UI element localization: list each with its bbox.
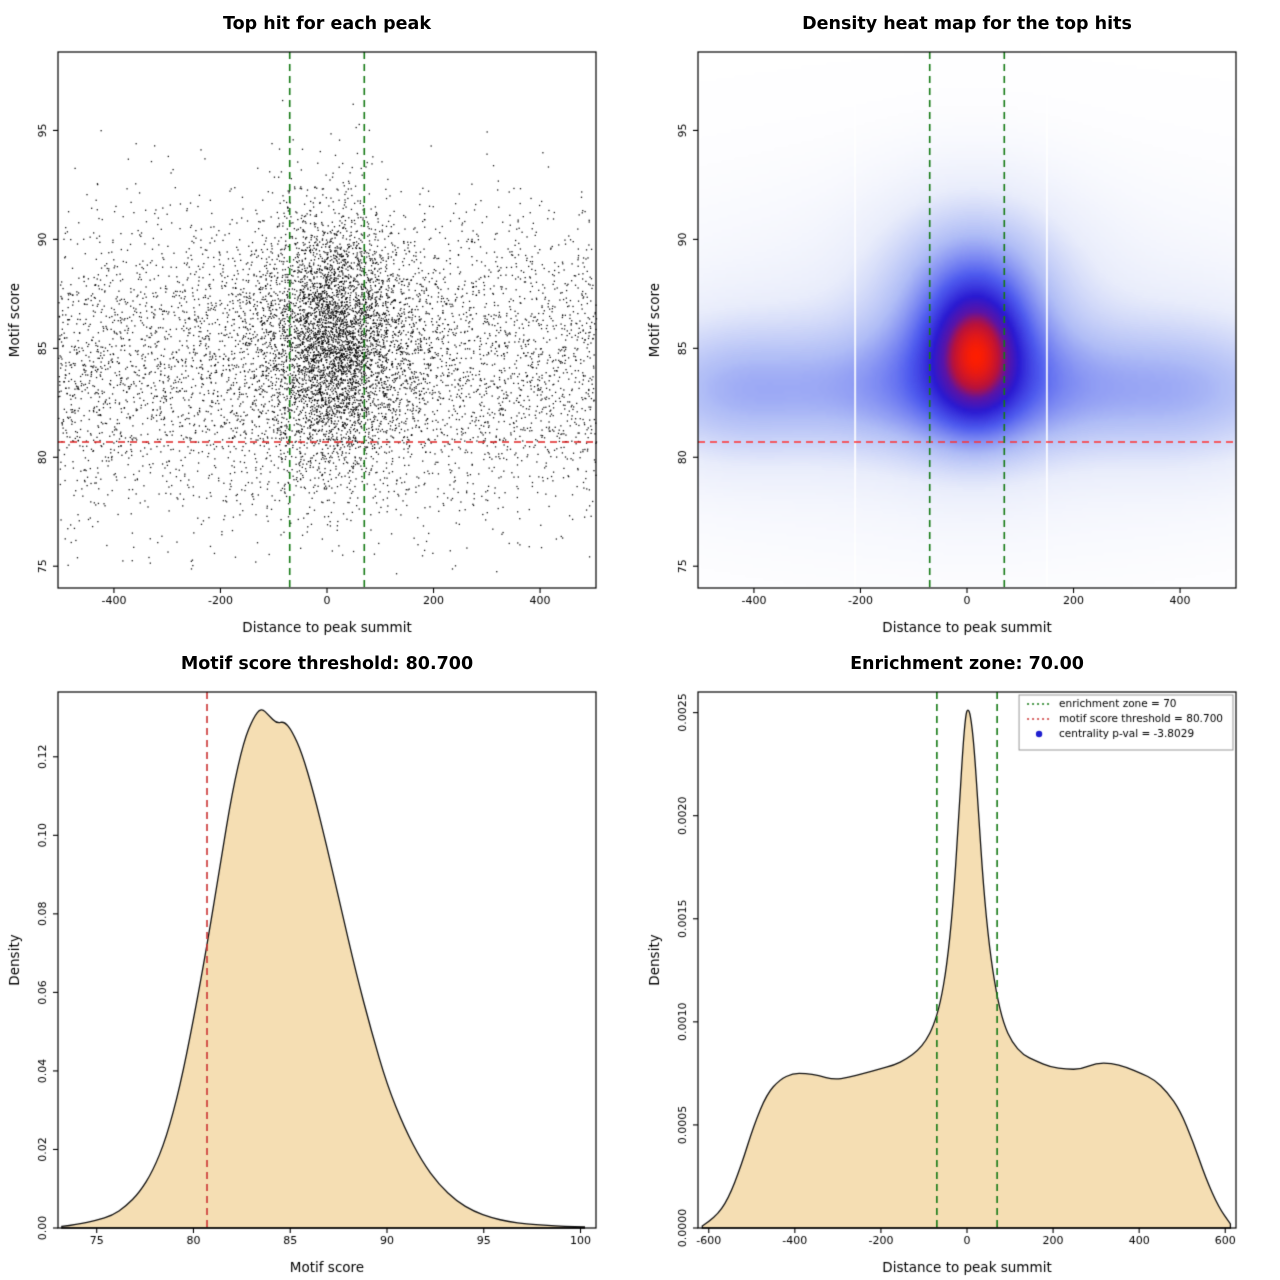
- panel-enrichment-zone: Enrichment zone: 70.00: [640, 640, 1280, 1280]
- panel-density-heatmap: Density heat map for the top hits: [640, 0, 1280, 640]
- chart-title-heatmap: Density heat map for the top hits: [802, 14, 1132, 34]
- chart-title-enrichment-zone: Enrichment zone: 70.00: [850, 654, 1084, 674]
- chart-title-top-hits: Top hit for each peak: [223, 14, 431, 34]
- distance-density-canvas: [640, 682, 1280, 1280]
- scatter-plot-canvas: [0, 42, 640, 640]
- heatmap-canvas: [640, 42, 1280, 640]
- panel-score-density: Motif score threshold: 80.700: [0, 640, 640, 1280]
- panel-top-hit-scatter: Top hit for each peak: [0, 0, 640, 640]
- chart-title-score-threshold: Motif score threshold: 80.700: [180, 654, 474, 674]
- score-density-canvas: [0, 682, 640, 1280]
